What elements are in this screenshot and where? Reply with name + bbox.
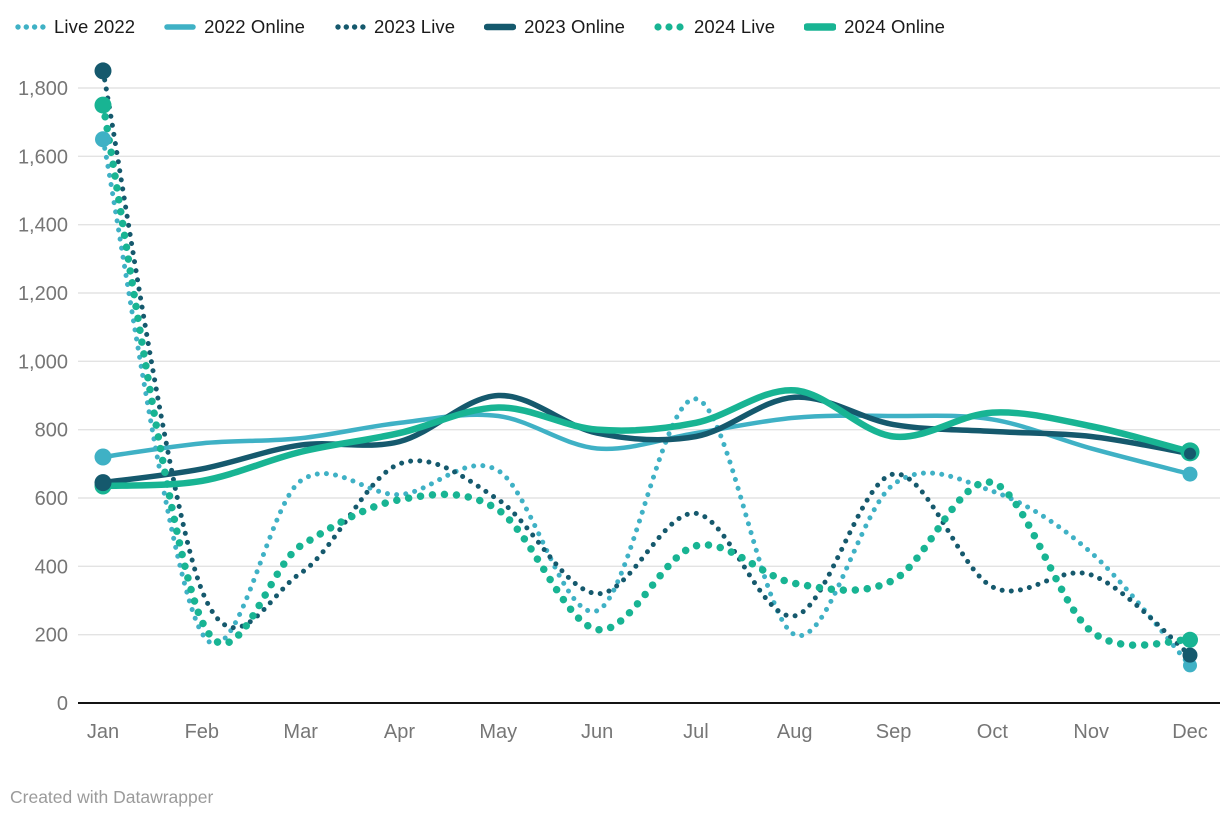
solid-line-swatch-icon <box>804 23 837 31</box>
y-tick-label: 600 <box>35 488 68 510</box>
y-tick-label: 400 <box>35 556 68 578</box>
series-line-2023-live <box>100 68 1193 658</box>
y-tick-label: 1,400 <box>18 215 68 237</box>
series-start-dot-2023-live <box>94 62 112 80</box>
x-tick-label: Jun <box>581 721 613 743</box>
legend-item-live-2022: Live 2022 <box>14 16 135 38</box>
series-end-dot-2024-live <box>1182 631 1198 648</box>
y-tick-label: 0 <box>57 693 68 715</box>
x-tick-label: May <box>479 721 517 743</box>
x-tick-label: Mar <box>283 721 318 743</box>
series-line-2023-online <box>100 392 1193 486</box>
dotted-line-swatch-icon <box>654 23 684 31</box>
series-start-dot-2022-online <box>94 448 112 466</box>
series-end-dot-2022-online <box>1182 466 1198 482</box>
legend-label: 2023 Live <box>374 16 456 37</box>
dotted-line-swatch-icon <box>15 24 46 30</box>
x-tick-label: Nov <box>1073 721 1109 743</box>
y-tick-label: 1,600 <box>18 146 68 168</box>
x-tick-label: Oct <box>977 721 1009 743</box>
x-tick-label: Apr <box>384 721 415 743</box>
y-tick-label: 1,200 <box>18 283 68 305</box>
series-line-2024-online <box>99 387 1194 490</box>
series-line-live-2022 <box>100 136 1193 668</box>
y-tick-label: 200 <box>35 625 68 647</box>
series-start-dot-2024-live <box>94 96 112 114</box>
legend-item-2024-live: 2024 Live <box>654 16 775 38</box>
solid-line-swatch-icon <box>164 24 196 30</box>
series-start-dot-live-2022 <box>95 131 111 148</box>
series-end-dot-2023-live <box>1182 647 1198 663</box>
x-tick-label: Aug <box>777 721 813 743</box>
legend-item-2022-online: 2022 Online <box>164 16 305 38</box>
legend-label: 2024 Live <box>694 16 776 37</box>
legend-item-2023-live: 2023 Live <box>334 16 455 38</box>
y-tick-label: 800 <box>35 420 68 442</box>
x-tick-label: Jul <box>683 721 709 743</box>
legend-label: Live 2022 <box>54 16 136 37</box>
y-tick-label: 1,800 <box>18 78 68 100</box>
legend-label: 2022 Online <box>204 16 306 37</box>
series-end-dot-2023-online <box>1184 447 1196 460</box>
y-tick-label: 1,000 <box>18 351 68 373</box>
series-line-2022-online <box>100 412 1193 477</box>
datawrapper-attribution-link[interactable]: Created with Datawrapper <box>10 787 214 807</box>
x-tick-label: Feb <box>185 721 219 743</box>
series-start-dot-2023-online <box>94 474 112 492</box>
series-end-dot-live-2022 <box>1183 658 1197 673</box>
x-tick-label: Jan <box>87 721 119 743</box>
solid-line-swatch-icon <box>484 23 517 31</box>
legend-item-2024-online: 2024 Online <box>804 16 945 38</box>
x-tick-label: Sep <box>876 721 912 743</box>
series-line-2024-live <box>99 101 1194 649</box>
line-chart-svg: 0 200 400 600 800 1,000 1,200 1,400 1,600 1,800 Ja… <box>18 62 1220 743</box>
dotted-line-swatch-icon <box>335 24 366 30</box>
legend-label: 2023 Online <box>524 16 626 37</box>
x-tick-label: Dec <box>1172 721 1208 743</box>
legend-label: 2024 Online <box>844 16 946 37</box>
legend-item-2023-online: 2023 Online <box>484 16 625 38</box>
legend: Live 2022 2022 Online 2023 Live 2023 Online… <box>14 16 945 38</box>
